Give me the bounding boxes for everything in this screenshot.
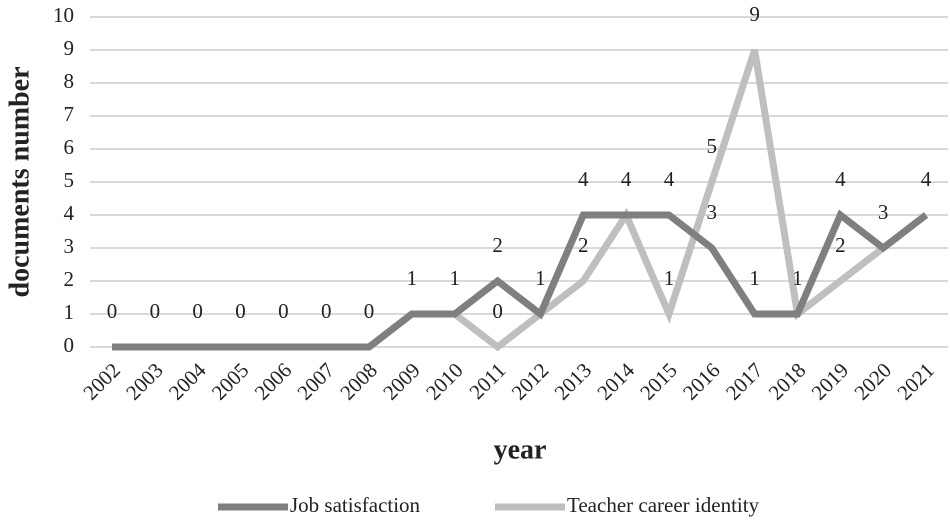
data-label: 0 (278, 299, 289, 323)
y-tick-label: 4 (64, 201, 75, 225)
data-label: 2 (578, 233, 589, 257)
data-label: 4 (578, 167, 589, 191)
x-tick-label: 2006 (250, 358, 297, 405)
x-tick-label: 2014 (592, 358, 639, 405)
x-tick-label: 2005 (207, 358, 254, 405)
y-tick-label: 2 (64, 267, 75, 291)
x-tick-label: 2003 (121, 358, 168, 405)
line-series (112, 209, 929, 351)
x-tick-label: 2009 (378, 358, 425, 405)
y-tick-label: 9 (64, 36, 75, 60)
data-label: 1 (449, 266, 460, 290)
data-label: 1 (792, 266, 803, 290)
y-tick-label: 5 (64, 168, 75, 192)
x-axis-title: year (494, 434, 547, 465)
x-tick-label: 2019 (807, 358, 854, 405)
x-tick-label: 2015 (635, 358, 682, 405)
y-tick-label: 7 (64, 102, 75, 126)
data-label: 0 (492, 299, 503, 323)
data-label: 1 (749, 266, 760, 290)
x-tick-label: 2017 (721, 358, 768, 405)
x-tick-label: 2018 (764, 358, 811, 405)
data-label: 2 (492, 233, 503, 257)
x-tick-label: 2007 (292, 358, 339, 405)
x-tick-label: 2011 (464, 358, 510, 404)
x-tick-label: 2004 (164, 358, 211, 405)
data-label: 0 (235, 299, 246, 323)
data-label: 0 (107, 299, 118, 323)
data-label: 4 (921, 167, 932, 191)
x-tick-label: 2016 (678, 358, 725, 405)
data-label: 9 (749, 2, 760, 26)
data-label: 0 (321, 299, 332, 323)
data-label: 0 (192, 299, 203, 323)
x-tick-label: 2002 (78, 358, 125, 405)
x-tick-label: 2008 (335, 358, 382, 405)
data-label: 5 (707, 134, 718, 158)
data-label: 4 (835, 167, 846, 191)
y-tick-label: 3 (64, 234, 75, 258)
y-tick-label: 0 (64, 333, 75, 357)
x-tick-label: 2020 (849, 358, 896, 405)
data-label: 4 (621, 167, 632, 191)
data-label: 1 (664, 266, 675, 290)
data-label: 0 (150, 299, 161, 323)
data-label: 1 (535, 266, 546, 290)
x-tick-label: 2012 (507, 358, 554, 405)
y-tick-label: 8 (64, 69, 75, 93)
x-tick-label: 2010 (421, 358, 468, 405)
data-label: 1 (407, 266, 418, 290)
data-label: 3 (707, 200, 718, 224)
legend-label: Job satisfaction (290, 493, 421, 517)
data-label: 4 (664, 167, 675, 191)
legend-label: Teacher career identity (567, 493, 760, 517)
data-label: 2 (835, 233, 846, 257)
data-label: 3 (878, 200, 889, 224)
y-tick-label: 6 (64, 135, 75, 159)
y-tick-label: 1 (64, 300, 75, 324)
data-label: 0 (364, 299, 375, 323)
y-tick-label: 10 (53, 3, 74, 27)
x-tick-label: 2021 (892, 358, 939, 405)
y-axis-title: documents number (4, 66, 35, 297)
x-tick-label: 2013 (550, 358, 597, 405)
